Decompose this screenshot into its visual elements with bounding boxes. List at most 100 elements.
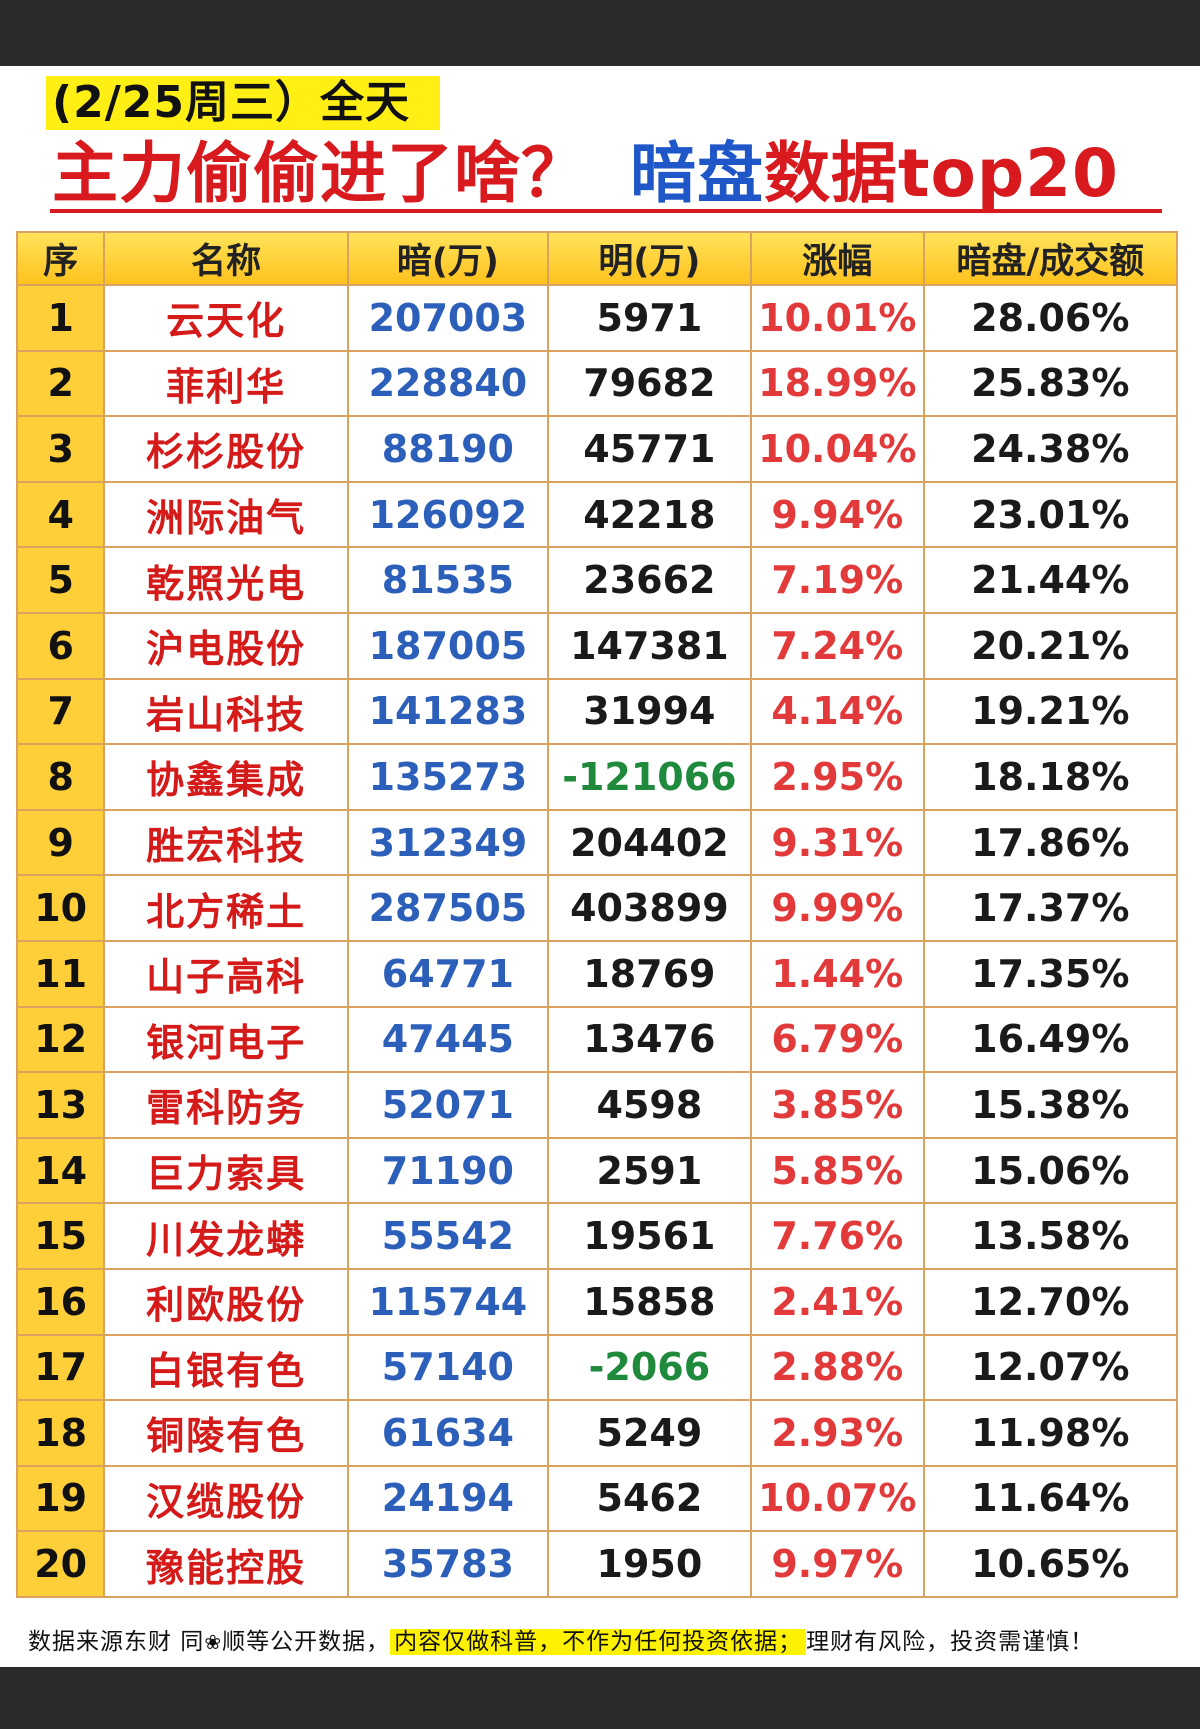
open-amount: 2591: [546, 1136, 752, 1205]
open-amount: 31994: [546, 677, 752, 746]
dark-pool-ratio: 12.70%: [922, 1267, 1179, 1336]
dark-pool-ratio: 17.37%: [922, 874, 1179, 942]
price-rise: 9.94%: [749, 480, 925, 549]
footer-source-text-2: 顺等公开数据，: [222, 1629, 391, 1655]
dark-pool-amount: 312349: [346, 808, 549, 877]
stock-name: 岩山科技: [103, 677, 349, 746]
table-row: 16 利欧股份 115744 15858 2.41% 12.70%: [15, 1267, 1179, 1336]
row-rank: 13: [15, 1071, 106, 1139]
price-rise: 10.01%: [749, 284, 925, 352]
open-amount: 45771: [546, 415, 752, 483]
row-rank: 19: [15, 1464, 106, 1533]
open-amount: 42218: [546, 480, 752, 549]
open-amount: 19561: [546, 1202, 752, 1270]
dark-pool-ratio: 19.21%: [922, 677, 1179, 746]
column-header-rank: 序: [15, 231, 106, 286]
dark-pool-ratio: 23.01%: [922, 480, 1179, 549]
ranking-table: 序 名称 暗(万) 明(万) 涨幅 暗盘/成交额 1 云天化 207003 5971 1…: [15, 231, 1179, 1598]
dark-pool-amount: 88190: [346, 415, 549, 483]
column-header-name: 名称: [103, 231, 349, 286]
stock-name: 铜陵有色: [103, 1399, 349, 1467]
row-rank: 4: [15, 480, 106, 549]
title-underline: [50, 209, 1162, 213]
price-rise: 10.07%: [749, 1464, 925, 1533]
dark-pool-ratio: 18.18%: [922, 743, 1179, 811]
open-amount: 403899: [546, 874, 752, 942]
column-header-ratio: 暗盘/成交额: [922, 231, 1179, 286]
row-rank: 6: [15, 611, 106, 680]
top-dark-band: [0, 0, 1200, 66]
row-rank: 18: [15, 1399, 106, 1467]
table-row: 15 川发龙蟒 55542 19561 7.76% 13.58%: [15, 1202, 1179, 1270]
dark-pool-amount: 57140: [346, 1333, 549, 1402]
table-row: 14 巨力索具 71190 2591 5.85% 15.06%: [15, 1136, 1179, 1205]
open-amount: 18769: [546, 939, 752, 1008]
dark-pool-amount: 115744: [346, 1267, 549, 1336]
table-row: 5 乾照光电 81535 23662 7.19% 21.44%: [15, 546, 1179, 614]
table-header-row: 序 名称 暗(万) 明(万) 涨幅 暗盘/成交额: [15, 231, 1179, 286]
open-amount: 13476: [546, 1005, 752, 1074]
price-rise: 2.95%: [749, 743, 925, 811]
stock-name: 豫能控股: [103, 1530, 349, 1598]
dark-pool-amount: 126092: [346, 480, 549, 549]
dark-pool-ratio: 17.35%: [922, 939, 1179, 1008]
price-rise: 5.85%: [749, 1136, 925, 1205]
open-amount: 1950: [546, 1530, 752, 1598]
row-rank: 7: [15, 677, 106, 746]
row-rank: 14: [15, 1136, 106, 1205]
price-rise: 7.19%: [749, 546, 925, 614]
dark-pool-ratio: 12.07%: [922, 1333, 1179, 1402]
row-rank: 16: [15, 1267, 106, 1336]
table-row: 13 雷科防务 52071 4598 3.85% 15.38%: [15, 1071, 1179, 1139]
dark-pool-ratio: 13.58%: [922, 1202, 1179, 1270]
stock-name: 川发龙蟒: [103, 1202, 349, 1270]
dark-pool-amount: 187005: [346, 611, 549, 680]
open-amount: 4598: [546, 1071, 752, 1139]
dark-pool-ratio: 15.38%: [922, 1071, 1179, 1139]
column-header-rise: 涨幅: [749, 231, 925, 286]
price-rise: 2.88%: [749, 1333, 925, 1402]
dark-pool-ratio: 28.06%: [922, 284, 1179, 352]
dark-pool-amount: 81535: [346, 546, 549, 614]
price-rise: 3.85%: [749, 1071, 925, 1139]
price-rise: 6.79%: [749, 1005, 925, 1074]
column-header-open: 明(万): [546, 231, 752, 286]
stock-name: 雷科防务: [103, 1071, 349, 1139]
table-row: 12 银河电子 47445 13476 6.79% 16.49%: [15, 1005, 1179, 1074]
dark-pool-ratio: 17.86%: [922, 808, 1179, 877]
dark-pool-amount: 24194: [346, 1464, 549, 1533]
price-rise: 2.93%: [749, 1399, 925, 1467]
stock-name: 菲利华: [103, 349, 349, 418]
stock-name: 利欧股份: [103, 1267, 349, 1336]
row-rank: 10: [15, 874, 106, 942]
footer-risk-text: 理财有风险，投资需谨慎！: [806, 1629, 1095, 1655]
dark-pool-amount: 47445: [346, 1005, 549, 1074]
dark-pool-amount: 228840: [346, 349, 549, 418]
dark-pool-ratio: 20.21%: [922, 611, 1179, 680]
price-rise: 7.76%: [749, 1202, 925, 1270]
row-rank: 3: [15, 415, 106, 483]
stock-name: 银河电子: [103, 1005, 349, 1074]
dark-pool-ratio: 10.65%: [922, 1530, 1179, 1598]
dark-pool-ratio: 25.83%: [922, 349, 1179, 418]
open-amount: 5462: [546, 1464, 752, 1533]
price-rise: 10.04%: [749, 415, 925, 483]
bottom-dark-band: [0, 1667, 1200, 1729]
title-dark-pool: 暗盘: [630, 135, 764, 212]
page-title: 主力偷偷进了啥？ 暗盘数据top20: [52, 134, 1162, 214]
table-row: 1 云天化 207003 5971 10.01% 28.06%: [15, 284, 1179, 352]
date-tag: (2/25周三）全天: [46, 76, 440, 130]
row-rank: 12: [15, 1005, 106, 1074]
open-amount: 23662: [546, 546, 752, 614]
dark-pool-ratio: 24.38%: [922, 415, 1179, 483]
open-amount: 15858: [546, 1267, 752, 1336]
dark-pool-ratio: 16.49%: [922, 1005, 1179, 1074]
stock-name: 协鑫集成: [103, 743, 349, 811]
price-rise: 18.99%: [749, 349, 925, 418]
dark-pool-amount: 55542: [346, 1202, 549, 1270]
table-row: 3 杉杉股份 88190 45771 10.04% 24.38%: [15, 415, 1179, 483]
row-rank: 15: [15, 1202, 106, 1270]
price-rise: 2.41%: [749, 1267, 925, 1336]
price-rise: 9.31%: [749, 808, 925, 877]
flower-icon: ❀: [204, 1630, 223, 1654]
